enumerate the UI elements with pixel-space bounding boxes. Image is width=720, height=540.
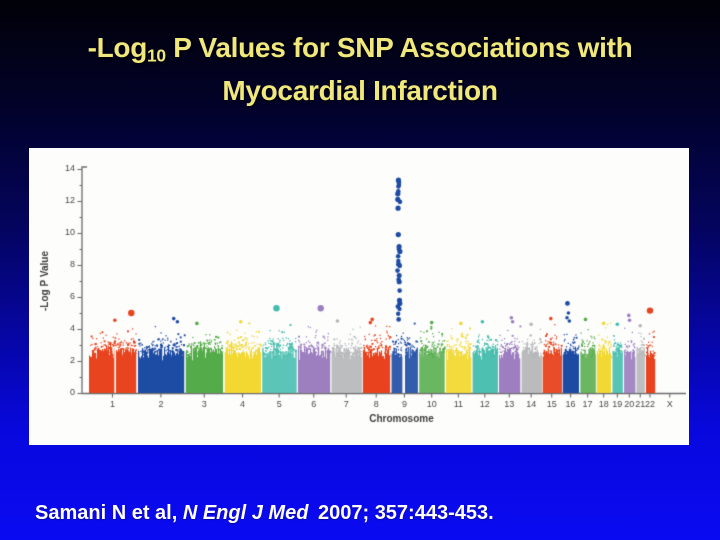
- slide-title: -Log10 P Values for SNP Associations wit…: [20, 30, 700, 108]
- title-line2: Myocardial Infarction: [222, 75, 498, 107]
- manhattan-plot-canvas: [29, 148, 689, 445]
- citation-volume: 2007; 357:443-453.: [312, 502, 494, 524]
- citation: Samani N et al, N Engl J Med 2007; 357:4…: [35, 502, 494, 525]
- title-line1-rest: P Values for SNP Associations with: [165, 32, 633, 63]
- title-subscript-10: 10: [147, 45, 166, 66]
- citation-journal: N Engl J Med: [182, 502, 309, 524]
- citation-authors: Samani N et al,: [35, 502, 183, 524]
- title-log-prefix: -Log: [87, 32, 148, 63]
- manhattan-plot-panel: [29, 148, 689, 445]
